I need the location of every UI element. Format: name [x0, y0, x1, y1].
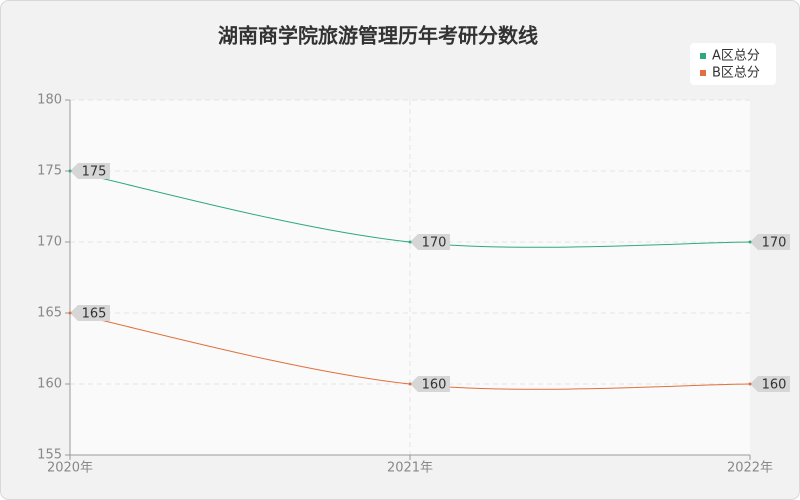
y-tick-label: 160	[37, 377, 62, 392]
legend-label: B区总分	[712, 66, 760, 81]
legend-swatch	[700, 70, 706, 76]
y-tick-label: 180	[37, 93, 62, 108]
value-label: 175	[82, 165, 107, 180]
chart-title: 湖南商学院旅游管理历年考研分数线	[218, 24, 538, 48]
value-label-tag	[750, 376, 790, 392]
value-label-tag	[410, 376, 450, 392]
legend-swatch	[700, 53, 706, 59]
x-tick-label: 2022年	[727, 461, 773, 476]
plot-area	[70, 100, 750, 455]
data-point	[748, 240, 752, 244]
y-tick-label: 175	[37, 164, 62, 179]
legend-box	[690, 43, 776, 85]
data-point	[408, 382, 412, 386]
data-point	[68, 169, 72, 173]
data-point	[68, 311, 72, 315]
y-tick-label: 155	[37, 448, 62, 463]
legend-label: A区总分	[712, 49, 760, 64]
value-label: 160	[762, 378, 787, 393]
y-tick-label: 170	[37, 235, 62, 250]
data-point	[748, 382, 752, 386]
data-point	[408, 240, 412, 244]
value-label: 170	[422, 236, 447, 251]
x-tick-label: 2021年	[387, 461, 433, 476]
value-label-tag	[750, 234, 790, 250]
y-tick-label: 165	[37, 306, 62, 321]
value-label-tag	[70, 305, 110, 321]
value-label-tag	[70, 163, 110, 179]
value-label: 165	[82, 307, 107, 322]
value-label: 160	[422, 378, 447, 393]
value-label-tag	[410, 234, 450, 250]
value-label: 170	[762, 236, 787, 251]
x-tick-label: 2020年	[47, 461, 93, 476]
